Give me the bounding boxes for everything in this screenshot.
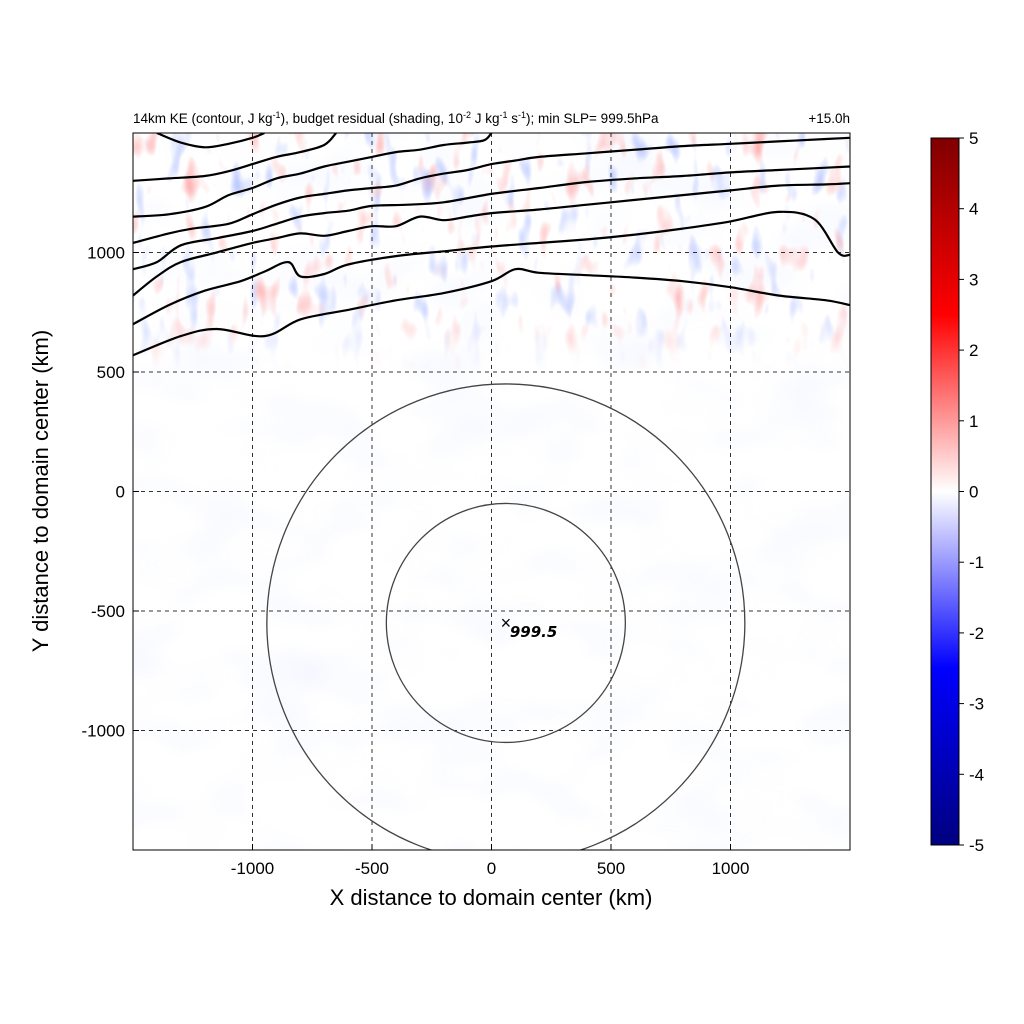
x-axis: -1000 -500 0 500 1000	[231, 844, 750, 878]
range-circle	[385, 502, 626, 744]
colorbar-tick-label: 1	[969, 412, 978, 431]
x-axis-label: X distance to domain center (km)	[330, 885, 653, 910]
x-tick-label: -1000	[231, 859, 274, 878]
title-part: -1	[518, 110, 526, 120]
colorbar-ticks: 5 4 3 2 1 0 -1 -2 -3 -4 -5	[959, 129, 984, 855]
title-part: J kg	[471, 111, 500, 126]
colorbar-tick-label: 4	[969, 200, 978, 219]
chart-title: 14km KE (contour, J kg-1), budget residu…	[133, 110, 659, 126]
title-part: ); min SLP= 999.5hPa	[526, 111, 659, 126]
title-part: 14km KE (contour, J kg	[133, 111, 273, 126]
x-tick-label: -500	[355, 859, 389, 878]
y-axis: -1000 -500 0 500 1000	[82, 244, 139, 741]
ke-contour-line	[156, 133, 265, 149]
ke-contour-line	[133, 267, 850, 357]
ke-contour-line	[133, 133, 493, 218]
colorbar-tick-label: -4	[969, 765, 984, 784]
y-tick-label: 500	[97, 363, 125, 382]
colorbar-tick-label: -5	[969, 836, 984, 855]
colorbar-ramp	[930, 137, 960, 846]
colorbar-tick-label: 5	[969, 129, 978, 148]
ke-contour-line	[133, 210, 850, 326]
range-circles	[266, 383, 746, 850]
ke-contour-line	[133, 165, 850, 271]
x-tick-label: 1000	[712, 859, 750, 878]
title-part: s	[508, 111, 519, 126]
colorbar-tick-label: 2	[969, 341, 978, 360]
min-slp-label: 999.5	[510, 623, 557, 641]
x-tick-label: 500	[597, 859, 625, 878]
chart-time-label: +15.0h	[808, 111, 850, 126]
colorbar: 5 4 3 2 1 0 -1 -2 -3 -4 -5	[930, 129, 984, 855]
colorbar-tick-label: 0	[969, 483, 978, 502]
x-tick-label: 0	[487, 859, 496, 878]
ke-contour-line	[133, 136, 850, 244]
y-tick-label: -1000	[82, 722, 125, 741]
y-tick-label: 1000	[87, 244, 125, 263]
colorbar-tick-label: -1	[969, 553, 984, 572]
plot-area: ×999.5	[133, 133, 850, 850]
ke-contours	[133, 133, 850, 357]
title-part: -1	[499, 110, 507, 120]
min-slp-marker: ×999.5	[501, 613, 558, 641]
colorbar-tick-label: -2	[969, 624, 984, 643]
range-circle	[266, 383, 746, 850]
colorbar-tick-label: -3	[969, 695, 984, 714]
y-tick-label: 0	[116, 483, 125, 502]
colorbar-tick-label: 3	[969, 270, 978, 289]
min-slp-cross: ×	[501, 613, 512, 633]
ke-contour-line	[133, 133, 337, 182]
title-part: ), budget residual (shading, 10	[281, 111, 463, 126]
ke-contour-line	[133, 182, 850, 297]
title-part: -2	[463, 110, 471, 120]
y-tick-label: -500	[91, 602, 125, 621]
title-part: -1	[273, 110, 281, 120]
y-axis-label: Y distance to domain center (km)	[28, 330, 53, 652]
